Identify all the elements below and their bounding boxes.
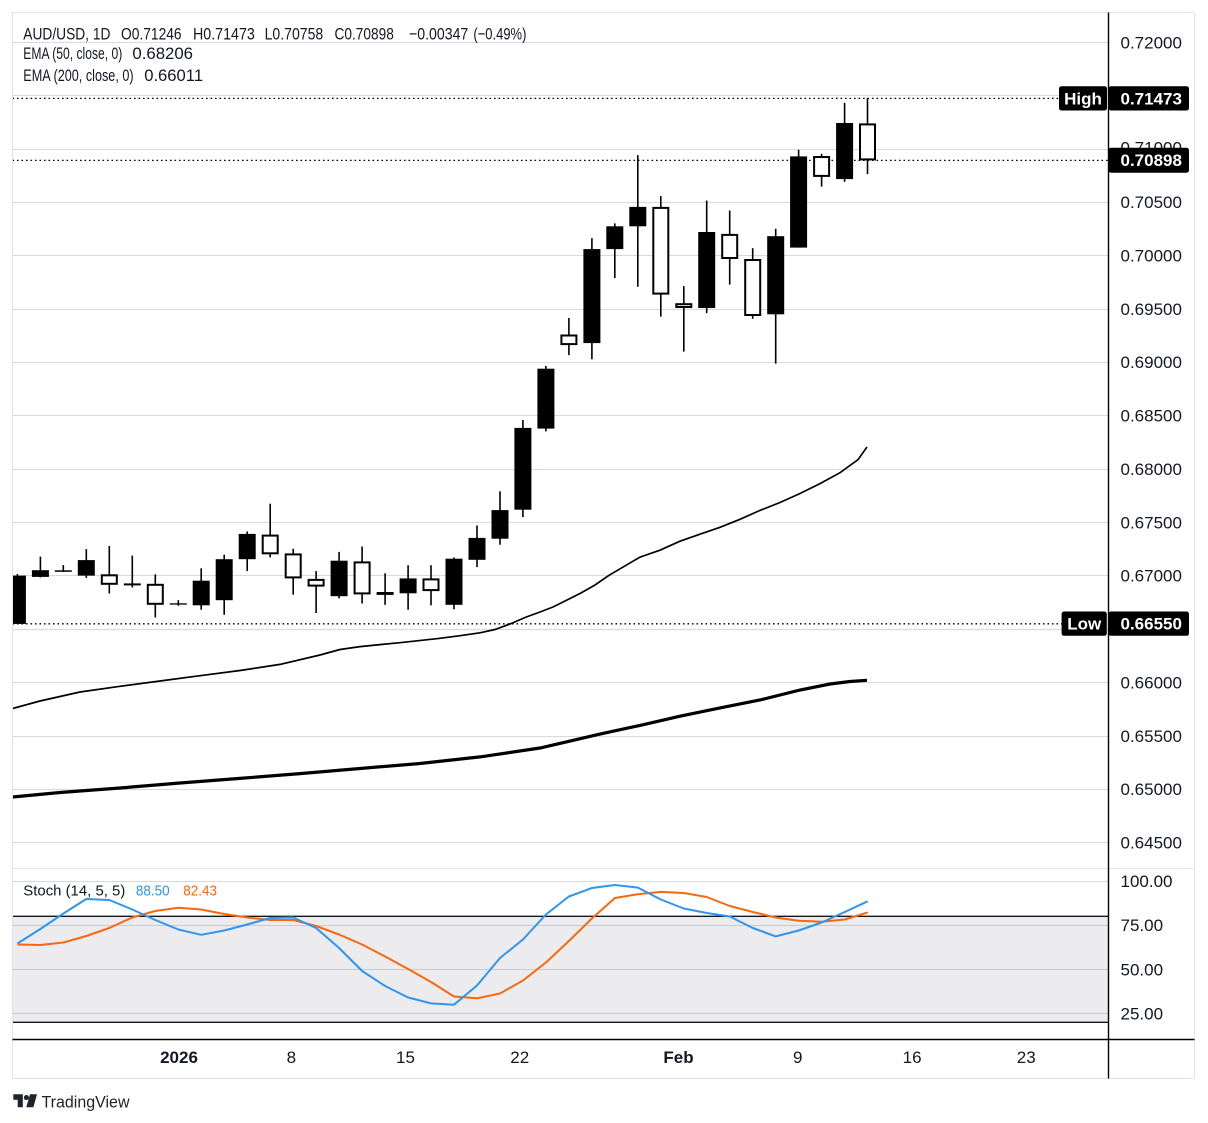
svg-text:25.00: 25.00 [1121, 1004, 1164, 1023]
svg-text:Stoch (14, 5, 5): Stoch (14, 5, 5) [23, 883, 125, 900]
svg-text:0.68500: 0.68500 [1121, 407, 1182, 426]
svg-text:0.71473: 0.71473 [1121, 89, 1182, 108]
svg-text:0.70000: 0.70000 [1121, 246, 1182, 265]
svg-text:L0.70758: L0.70758 [265, 25, 324, 44]
svg-text:9: 9 [793, 1048, 802, 1067]
svg-text:High: High [1064, 89, 1102, 108]
svg-text:0.68206: 0.68206 [132, 44, 193, 63]
svg-text:8: 8 [287, 1048, 296, 1067]
svg-text:Low: Low [1067, 615, 1102, 634]
svg-text:O0.71246: O0.71246 [121, 25, 182, 44]
svg-text:75.00: 75.00 [1121, 916, 1164, 935]
svg-text:82.43: 82.43 [183, 883, 217, 900]
svg-text:EMA (200, close, 0): EMA (200, close, 0) [23, 66, 133, 85]
svg-text:0.65000: 0.65000 [1121, 780, 1182, 799]
svg-text:15: 15 [396, 1048, 415, 1067]
svg-text:0.70500: 0.70500 [1121, 193, 1182, 212]
svg-text:TradingView: TradingView [42, 1094, 130, 1112]
svg-text:H0.71473: H0.71473 [193, 25, 255, 44]
svg-text:0.66000: 0.66000 [1121, 673, 1182, 692]
svg-text:0.66550: 0.66550 [1121, 615, 1182, 634]
svg-text:0.64500: 0.64500 [1121, 834, 1182, 853]
svg-text:23: 23 [1017, 1048, 1036, 1067]
svg-text:Feb: Feb [663, 1048, 693, 1067]
svg-text:0.69000: 0.69000 [1121, 353, 1182, 372]
svg-text:0.68000: 0.68000 [1121, 460, 1182, 479]
svg-text:50.00: 50.00 [1121, 960, 1164, 979]
svg-text:0.67500: 0.67500 [1121, 513, 1182, 532]
svg-text:22: 22 [510, 1048, 529, 1067]
svg-text:C0.70898: C0.70898 [335, 25, 394, 44]
svg-text:AUD/USD, 1D: AUD/USD, 1D [23, 25, 110, 44]
svg-text:0.65500: 0.65500 [1121, 727, 1182, 746]
svg-text:0.72000: 0.72000 [1121, 33, 1182, 52]
svg-text:EMA (50, close, 0): EMA (50, close, 0) [23, 44, 122, 63]
svg-text:0.67000: 0.67000 [1121, 567, 1182, 586]
svg-text:0.69500: 0.69500 [1121, 300, 1182, 319]
svg-text:16: 16 [903, 1048, 922, 1067]
svg-text:2026: 2026 [160, 1048, 198, 1067]
svg-text:0.70898: 0.70898 [1121, 151, 1182, 170]
svg-text:100.00: 100.00 [1121, 872, 1173, 891]
svg-text:88.50: 88.50 [136, 883, 170, 900]
svg-text:(−0.49%): (−0.49%) [473, 25, 526, 44]
svg-text:0.66011: 0.66011 [144, 66, 203, 85]
svg-text:−0.00347: −0.00347 [409, 25, 468, 44]
